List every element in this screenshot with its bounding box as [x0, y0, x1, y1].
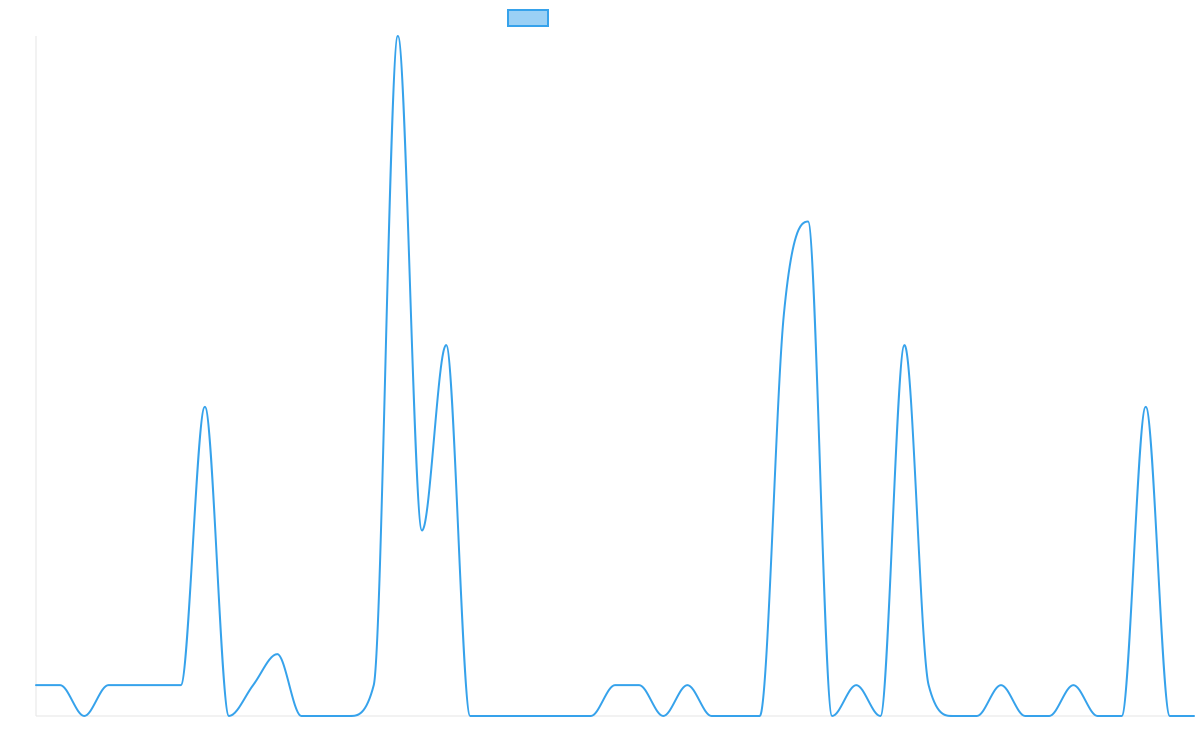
series-line-0 [35, 35, 1195, 717]
series-layer [35, 35, 1195, 717]
legend-swatch[interactable] [507, 9, 549, 27]
axes [35, 36, 1194, 717]
legend[interactable] [507, 9, 549, 27]
